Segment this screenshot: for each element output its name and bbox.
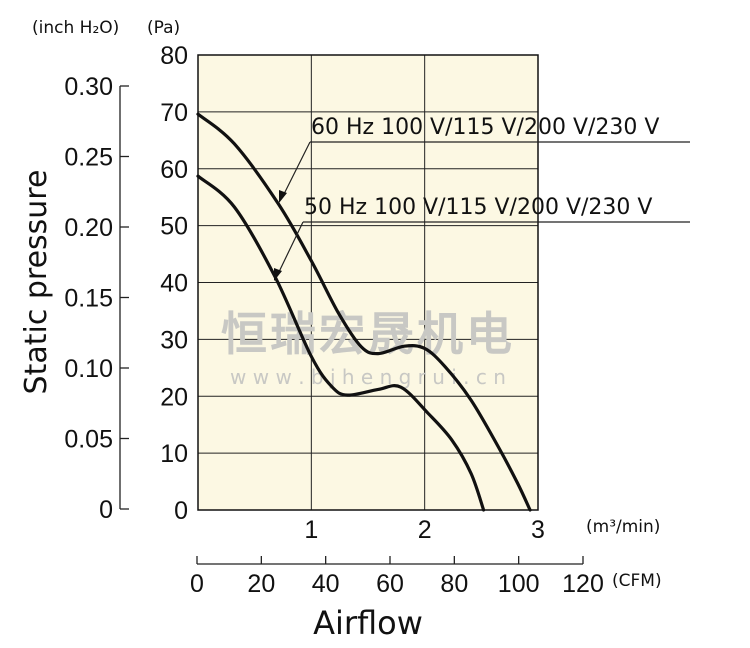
x-unit-cfm: (CFM) bbox=[612, 571, 662, 591]
watermark-url: w w w . b j h e n g r u i . c n bbox=[230, 365, 506, 389]
curves bbox=[196, 112, 532, 512]
y-unit-inch: (inch H₂O) bbox=[32, 18, 119, 38]
ytick-label-inch: 0.15 bbox=[64, 285, 113, 313]
watermark: 恒瑞宏晟机电 w w w . b j h e n g r u i . c n bbox=[221, 307, 512, 389]
xtick-label-m3min: 2 bbox=[418, 516, 432, 544]
y-unit-pa: (Pa) bbox=[147, 18, 180, 38]
ytick-label-pa: 40 bbox=[160, 270, 188, 298]
cfm-axis bbox=[196, 556, 584, 565]
ytick-label-pa: 10 bbox=[160, 440, 188, 468]
arrow-60hz bbox=[279, 190, 287, 203]
xtick-label-cfm: 120 bbox=[562, 570, 604, 598]
xtick-label-cfm: 20 bbox=[247, 570, 275, 598]
ytick-label-pa: 30 bbox=[160, 326, 188, 354]
arrow-50hz bbox=[274, 268, 282, 281]
annotation-50hz: 50 Hz 100 V/115 V/200 V/230 V bbox=[274, 195, 690, 281]
xtick-label-cfm: 100 bbox=[498, 570, 540, 598]
ytick-label-pa: 20 bbox=[160, 383, 188, 411]
series-label-50hz: 50 Hz 100 V/115 V/200 V/230 V bbox=[304, 195, 652, 220]
ytick-label-pa: 0 bbox=[174, 497, 188, 525]
ytick-label-pa: 50 bbox=[160, 213, 188, 241]
curve-60hz bbox=[196, 112, 532, 512]
xtick-label-cfm: 60 bbox=[376, 570, 404, 598]
ytick-label-inch: 0.25 bbox=[64, 144, 113, 172]
ytick-label-pa: 60 bbox=[160, 156, 188, 184]
ytick-label-inch: 0.10 bbox=[64, 355, 113, 383]
xtick-label-cfm: 0 bbox=[190, 570, 204, 598]
y-axis-label: Static pressure bbox=[19, 170, 54, 395]
series-label-60hz: 60 Hz 100 V/115 V/200 V/230 V bbox=[311, 115, 659, 140]
xtick-label-cfm: 40 bbox=[312, 570, 340, 598]
annotation-60hz: 60 Hz 100 V/115 V/200 V/230 V bbox=[279, 115, 690, 203]
ytick-label-inch: 0 bbox=[99, 496, 113, 524]
ytick-label-inch: 0.30 bbox=[64, 73, 113, 101]
x-axis-label: Airflow bbox=[313, 604, 423, 642]
ytick-label-inch: 0.05 bbox=[64, 426, 113, 454]
ytick-label-pa: 70 bbox=[160, 99, 188, 127]
leader-line-50hz bbox=[276, 221, 304, 277]
xtick-label-m3min: 1 bbox=[304, 516, 318, 544]
leader-line-60hz bbox=[281, 141, 311, 199]
curve-50hz bbox=[196, 174, 486, 512]
ytick-label-pa: 80 bbox=[160, 42, 188, 70]
plot-frame bbox=[197, 54, 539, 511]
x-unit-m3min: (m³/min) bbox=[586, 517, 660, 537]
xtick-label-m3min: 3 bbox=[531, 516, 545, 544]
ytick-label-inch: 0.20 bbox=[64, 214, 113, 242]
xtick-label-cfm: 80 bbox=[440, 570, 468, 598]
inch-axis bbox=[119, 85, 129, 510]
